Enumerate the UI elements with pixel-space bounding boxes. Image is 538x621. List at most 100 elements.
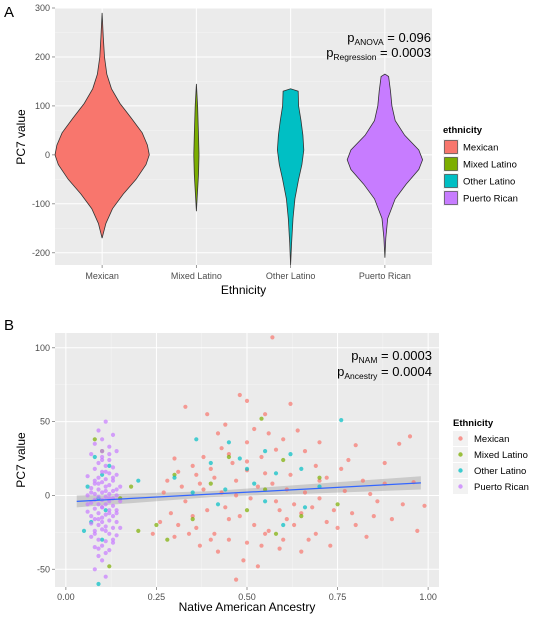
point-mexican — [281, 437, 286, 442]
point-puerto-rican — [110, 475, 116, 480]
panel-a-x-tick-label: Puerto Rican — [359, 271, 411, 281]
point-puerto-rican — [103, 477, 108, 482]
point-puerto-rican — [96, 494, 101, 499]
point-other-latino — [237, 456, 242, 461]
point-other-latino — [252, 481, 257, 486]
point-puerto-rican — [89, 514, 94, 519]
point-mexican — [273, 447, 279, 452]
point-mexican — [201, 454, 206, 460]
point-mexican — [252, 426, 257, 432]
point-puerto-rican — [89, 452, 94, 457]
point-mexican — [212, 531, 217, 536]
point-mixed-latino — [281, 457, 286, 463]
point-mexican — [353, 522, 358, 528]
panel-b-x-ticks: 0.00 0.25 0.50 0.75 1.00 — [57, 587, 437, 602]
panel-a-x-axis-title: Ethnicity — [221, 283, 266, 297]
point-puerto-rican — [114, 511, 119, 516]
legend-key-swatch — [444, 157, 458, 171]
point-puerto-rican — [100, 558, 105, 563]
point-puerto-rican — [118, 484, 123, 489]
point-puerto-rican — [110, 525, 116, 531]
point-puerto-rican — [103, 488, 108, 494]
panel-b-y-tick-label: 100 — [35, 343, 50, 353]
point-puerto-rican — [103, 419, 108, 424]
point-mixed-latino — [299, 514, 304, 519]
point-mexican — [263, 412, 268, 417]
legend-key-dot — [458, 468, 463, 473]
point-puerto-rican — [96, 546, 101, 551]
point-mexican — [302, 490, 308, 495]
panel-a-anova-pvalue: pANOVA = 0.096 — [347, 30, 431, 47]
point-other-latino — [273, 471, 279, 476]
point-puerto-rican — [103, 484, 108, 489]
point-puerto-rican — [118, 525, 123, 531]
point-puerto-rican — [96, 428, 101, 433]
point-mexican — [292, 522, 297, 528]
panel-a-y-tick-label: 200 — [35, 52, 50, 62]
point-puerto-rican — [107, 531, 112, 536]
point-mixed-latino — [154, 522, 159, 528]
point-mexican — [172, 534, 177, 539]
point-other-latino — [281, 522, 286, 528]
point-puerto-rican — [92, 528, 97, 534]
point-puerto-rican — [100, 449, 105, 454]
point-other-latino — [190, 490, 195, 495]
panel-b-points — [76, 335, 427, 587]
point-puerto-rican — [114, 508, 119, 513]
point-mexican — [237, 392, 242, 398]
point-puerto-rican — [114, 519, 119, 525]
point-mixed-latino — [92, 437, 97, 442]
point-other-latino — [263, 449, 268, 454]
point-puerto-rican — [110, 540, 116, 545]
point-puerto-rican — [89, 490, 94, 495]
panel-b-x-tick-label: 0.50 — [238, 592, 256, 602]
point-mexican — [179, 484, 184, 489]
point-mexican — [223, 505, 228, 510]
point-mixed-latino — [335, 502, 340, 507]
violin-mexican — [54, 12, 150, 239]
panel-b-legend: Ethnicity Mexican Mixed Latino Other Latin… — [453, 418, 529, 494]
point-puerto-rican — [89, 534, 94, 539]
legend-item-mexican: Mexican — [443, 139, 498, 155]
point-mexican — [190, 514, 195, 519]
panel-a-y-tick-label: 300 — [35, 3, 50, 13]
point-puerto-rican — [96, 511, 101, 516]
legend-key-dot — [458, 452, 463, 457]
point-puerto-rican — [92, 506, 97, 511]
panel-a: A 300 200 100 0 -100 -200 Mexican Mixed Latino… — [4, 3, 518, 297]
point-mexican — [400, 502, 405, 507]
point-puerto-rican — [92, 517, 97, 522]
point-mexican — [165, 478, 170, 483]
point-mexican — [277, 508, 282, 513]
point-mixed-latino — [259, 416, 264, 421]
point-mexican — [299, 511, 304, 516]
point-mexican — [350, 511, 355, 516]
point-mexican — [288, 401, 293, 406]
panel-a-x-tick-label: Mexican — [85, 271, 119, 281]
point-puerto-rican — [100, 527, 105, 532]
point-mexican — [176, 469, 181, 474]
point-puerto-rican — [92, 466, 97, 471]
point-puerto-rican — [110, 432, 116, 437]
point-mexican — [273, 499, 279, 504]
legend-item-puerto-rican: Puerto Rican — [443, 190, 518, 206]
violin-puerto-rican — [346, 73, 424, 258]
point-mexican — [176, 522, 181, 528]
point-mexican — [234, 478, 239, 483]
point-mexican — [339, 466, 344, 471]
point-mexican — [183, 499, 188, 504]
panel-a-y-ticks: 300 200 100 0 -100 -200 — [32, 3, 55, 258]
point-mexican — [335, 525, 340, 531]
point-puerto-rican — [85, 474, 90, 479]
point-puerto-rican — [85, 502, 90, 507]
point-puerto-rican — [100, 543, 105, 548]
point-mexican — [346, 457, 351, 463]
point-mexican — [270, 481, 275, 486]
point-puerto-rican — [110, 537, 116, 542]
violin-mixed-latino — [193, 83, 200, 212]
point-mexican — [397, 441, 402, 446]
point-mexican — [212, 475, 217, 480]
legend-label: Puerto Rican — [463, 194, 518, 205]
point-puerto-rican — [100, 437, 105, 442]
